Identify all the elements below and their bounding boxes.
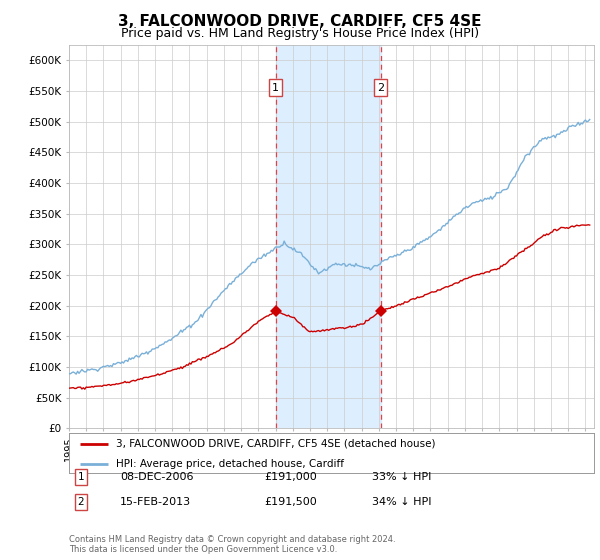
Text: 3, FALCONWOOD DRIVE, CARDIFF, CF5 4SE: 3, FALCONWOOD DRIVE, CARDIFF, CF5 4SE <box>118 14 482 29</box>
Text: £191,500: £191,500 <box>264 497 317 507</box>
Text: 08-DEC-2006: 08-DEC-2006 <box>120 472 193 482</box>
Text: HPI: Average price, detached house, Cardiff: HPI: Average price, detached house, Card… <box>116 459 344 469</box>
Text: 34% ↓ HPI: 34% ↓ HPI <box>372 497 431 507</box>
Bar <box>275 45 380 428</box>
Text: 15-FEB-2013: 15-FEB-2013 <box>120 497 191 507</box>
Text: Price paid vs. HM Land Registry's House Price Index (HPI): Price paid vs. HM Land Registry's House … <box>121 27 479 40</box>
Text: 1: 1 <box>272 83 279 93</box>
Text: 33% ↓ HPI: 33% ↓ HPI <box>372 472 431 482</box>
Text: 2: 2 <box>377 83 384 93</box>
Text: 2: 2 <box>77 497 85 507</box>
Text: Contains HM Land Registry data © Crown copyright and database right 2024.
This d: Contains HM Land Registry data © Crown c… <box>69 535 395 554</box>
Text: £191,000: £191,000 <box>264 472 317 482</box>
Text: 1: 1 <box>77 472 85 482</box>
Text: 3, FALCONWOOD DRIVE, CARDIFF, CF5 4SE (detached house): 3, FALCONWOOD DRIVE, CARDIFF, CF5 4SE (d… <box>116 439 436 449</box>
